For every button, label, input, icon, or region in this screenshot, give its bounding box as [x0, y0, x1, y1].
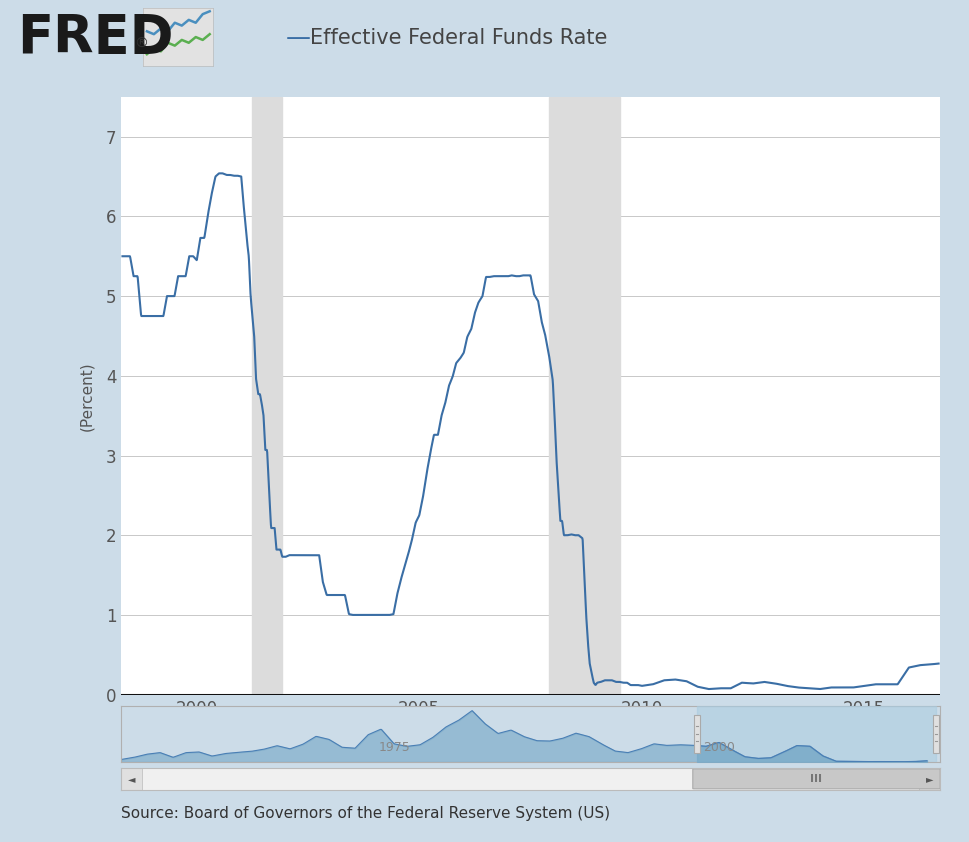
Text: Source: Board of Governors of the Federal Reserve System (US): Source: Board of Governors of the Federa…	[121, 806, 610, 821]
Text: Effective Federal Funds Rate: Effective Federal Funds Rate	[310, 28, 608, 48]
Bar	[697, 706, 936, 762]
Bar	[121, 768, 141, 790]
Bar	[549, 97, 619, 695]
FancyBboxPatch shape	[693, 769, 940, 789]
Text: 2000: 2000	[703, 741, 735, 754]
Y-axis label: (Percent): (Percent)	[79, 361, 95, 430]
Text: ®: ®	[134, 37, 147, 51]
Bar	[920, 768, 940, 790]
Text: 1975: 1975	[378, 741, 410, 754]
Text: ◄: ◄	[128, 774, 135, 784]
Bar	[252, 97, 282, 695]
Bar	[933, 715, 939, 753]
Text: III: III	[810, 774, 823, 784]
Text: FRED: FRED	[17, 12, 174, 64]
Text: ►: ►	[926, 774, 933, 784]
Text: —: —	[286, 26, 311, 50]
Bar	[694, 715, 701, 753]
